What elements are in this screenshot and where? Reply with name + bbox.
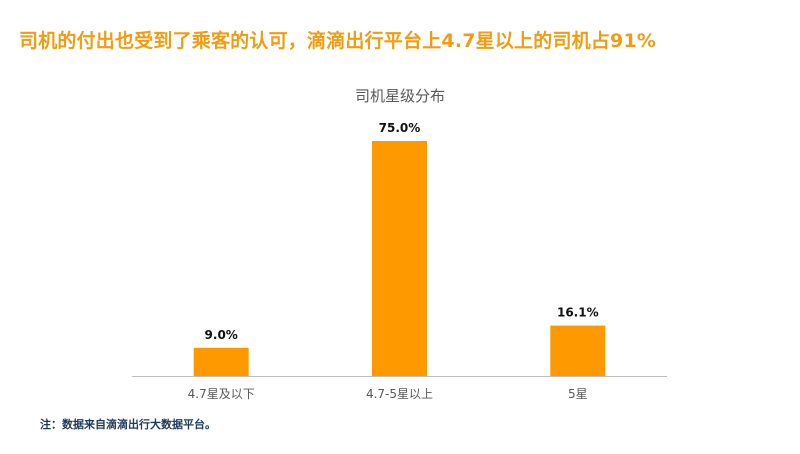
x-tick-label-0: 4.7星及以下	[188, 387, 255, 401]
bar-0	[193, 347, 249, 376]
bar-2	[550, 325, 606, 376]
bar-value-label-0: 9.0%	[205, 328, 238, 342]
x-tick-label-2: 5星	[568, 387, 588, 401]
bar-1	[372, 141, 427, 376]
chart-title: 司机星级分布	[355, 87, 445, 105]
x-tick-label-1: 4.7-5星以上	[366, 387, 433, 401]
slide-headline: 司机的付出也受到了乘客的认可，滴滴出行平台上4.7星以上的司机占91%	[19, 30, 657, 52]
data-source-footnote: 注：数据来自滴滴出行大数据平台。	[40, 418, 216, 431]
bar-value-label-1: 75.0%	[379, 121, 421, 135]
bar-value-label-2: 16.1%	[557, 306, 599, 320]
bars-layer: 9.0% 4.7星及以下 75.0% 4.7-5星以上 16.1% 5星	[188, 121, 606, 401]
